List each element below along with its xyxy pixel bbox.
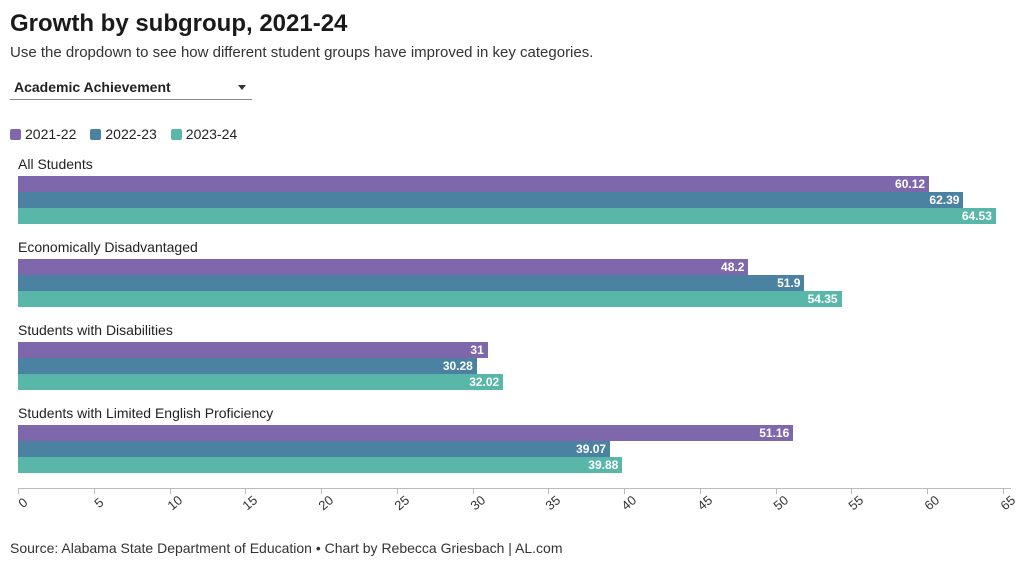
bar-row: 39.07 — [18, 441, 1011, 457]
bar-row: 51.16 — [18, 425, 1011, 441]
axis-tick — [245, 489, 246, 494]
axis-tick-label: 45 — [694, 492, 715, 513]
axis-tick-label: 65 — [997, 492, 1018, 513]
legend-label: 2021-22 — [25, 126, 76, 142]
axis-tick-label: 5 — [91, 495, 106, 511]
axis-tick — [94, 489, 95, 494]
axis-tick — [851, 489, 852, 494]
legend: 2021-22 2022-23 2023-24 — [10, 126, 1010, 142]
axis-tick — [170, 489, 171, 494]
bar: 54.35 — [18, 291, 842, 307]
bar: 39.88 — [18, 457, 622, 473]
axis-tick-label: 20 — [316, 492, 337, 513]
axis-tick — [548, 489, 549, 494]
axis-tick — [473, 489, 474, 494]
legend-swatch — [90, 129, 101, 140]
bar-row: 62.39 — [18, 192, 1011, 208]
bar: 51.16 — [18, 425, 793, 441]
group-label: Students with Disabilities — [18, 322, 1011, 338]
bar-row: 60.12 — [18, 176, 1011, 192]
bar-row: 51.9 — [18, 275, 1011, 291]
bar-value: 30.28 — [443, 358, 473, 374]
legend-swatch — [171, 129, 182, 140]
bar: 32.02 — [18, 374, 503, 390]
chart-group: Economically Disadvantaged 48.2 51.9 54.35 — [18, 239, 1011, 307]
axis-tick — [700, 489, 701, 494]
source-attribution: Source: Alabama State Department of Educ… — [10, 540, 1010, 556]
bar: 48.2 — [18, 259, 748, 275]
metric-dropdown[interactable]: Academic Achievement — [10, 75, 252, 100]
page-subtitle: Use the dropdown to see how different st… — [10, 44, 1010, 61]
bar: 31 — [18, 342, 488, 358]
bar: 60.12 — [18, 176, 929, 192]
bar-row: 39.88 — [18, 457, 1011, 473]
axis-tick-label: 50 — [770, 492, 791, 513]
axis-tick — [397, 489, 398, 494]
page-title: Growth by subgroup, 2021-24 — [10, 10, 1010, 38]
bar-value: 64.53 — [962, 208, 992, 224]
bar-value: 32.02 — [469, 374, 499, 390]
legend-item[interactable]: 2023-24 — [171, 126, 237, 142]
axis-tick — [18, 489, 19, 494]
bar-value: 39.07 — [576, 441, 606, 457]
chevron-down-icon — [238, 85, 246, 90]
bar-value: 62.39 — [929, 192, 959, 208]
axis-tick-label: 55 — [846, 492, 867, 513]
chart-group: Students with Disabilities 3130.2832.02 — [18, 322, 1011, 390]
legend-label: 2023-24 — [186, 126, 237, 142]
axis-tick-label: 30 — [467, 492, 488, 513]
bar-value: 51.9 — [777, 275, 800, 291]
axis-tick-label: 10 — [164, 492, 185, 513]
axis-tick-label: 60 — [922, 492, 943, 513]
bar-row: 64.53 — [18, 208, 1011, 224]
bar-row: 32.02 — [18, 374, 1011, 390]
axis-tick — [1003, 489, 1004, 494]
legend-label: 2022-23 — [105, 126, 156, 142]
dropdown-selected-label: Academic Achievement — [14, 79, 171, 95]
chart-group: All Students 60.1262.3964.53 — [18, 156, 1011, 224]
axis-tick-label: 35 — [543, 492, 564, 513]
group-label: Students with Limited English Proficienc… — [18, 405, 1011, 421]
bar-value: 54.35 — [808, 291, 838, 307]
bar-row: 31 — [18, 342, 1011, 358]
bar-value: 48.2 — [721, 259, 744, 275]
chart-group: Students with Limited English Proficienc… — [18, 405, 1011, 473]
legend-item[interactable]: 2021-22 — [10, 126, 76, 142]
axis-tick-label: 15 — [240, 492, 261, 513]
axis-tick — [624, 489, 625, 494]
axis-tick — [776, 489, 777, 494]
axis-tick-label: 40 — [619, 492, 640, 513]
bar: 62.39 — [18, 192, 963, 208]
bar: 51.9 — [18, 275, 804, 291]
axis-tick-label: 0 — [15, 495, 30, 511]
bar: 39.07 — [18, 441, 610, 457]
bar-value: 31 — [470, 342, 483, 358]
bar-row: 48.2 — [18, 259, 1011, 275]
axis-tick-label: 25 — [391, 492, 412, 513]
bar-value: 60.12 — [895, 176, 925, 192]
bar-row: 30.28 — [18, 358, 1011, 374]
group-label: Economically Disadvantaged — [18, 239, 1011, 255]
bar: 30.28 — [18, 358, 477, 374]
bar-value: 39.88 — [588, 457, 618, 473]
legend-swatch — [10, 129, 21, 140]
x-axis: 05101520253035404550556065 — [18, 488, 1011, 522]
group-label: All Students — [18, 156, 1011, 172]
axis-tick — [927, 489, 928, 494]
bar-row: 54.35 — [18, 291, 1011, 307]
axis-tick — [321, 489, 322, 494]
bar-chart: All Students 60.1262.3964.53 Economically … — [18, 156, 1011, 522]
bar: 64.53 — [18, 208, 996, 224]
legend-item[interactable]: 2022-23 — [90, 126, 156, 142]
bar-value: 51.16 — [759, 425, 789, 441]
